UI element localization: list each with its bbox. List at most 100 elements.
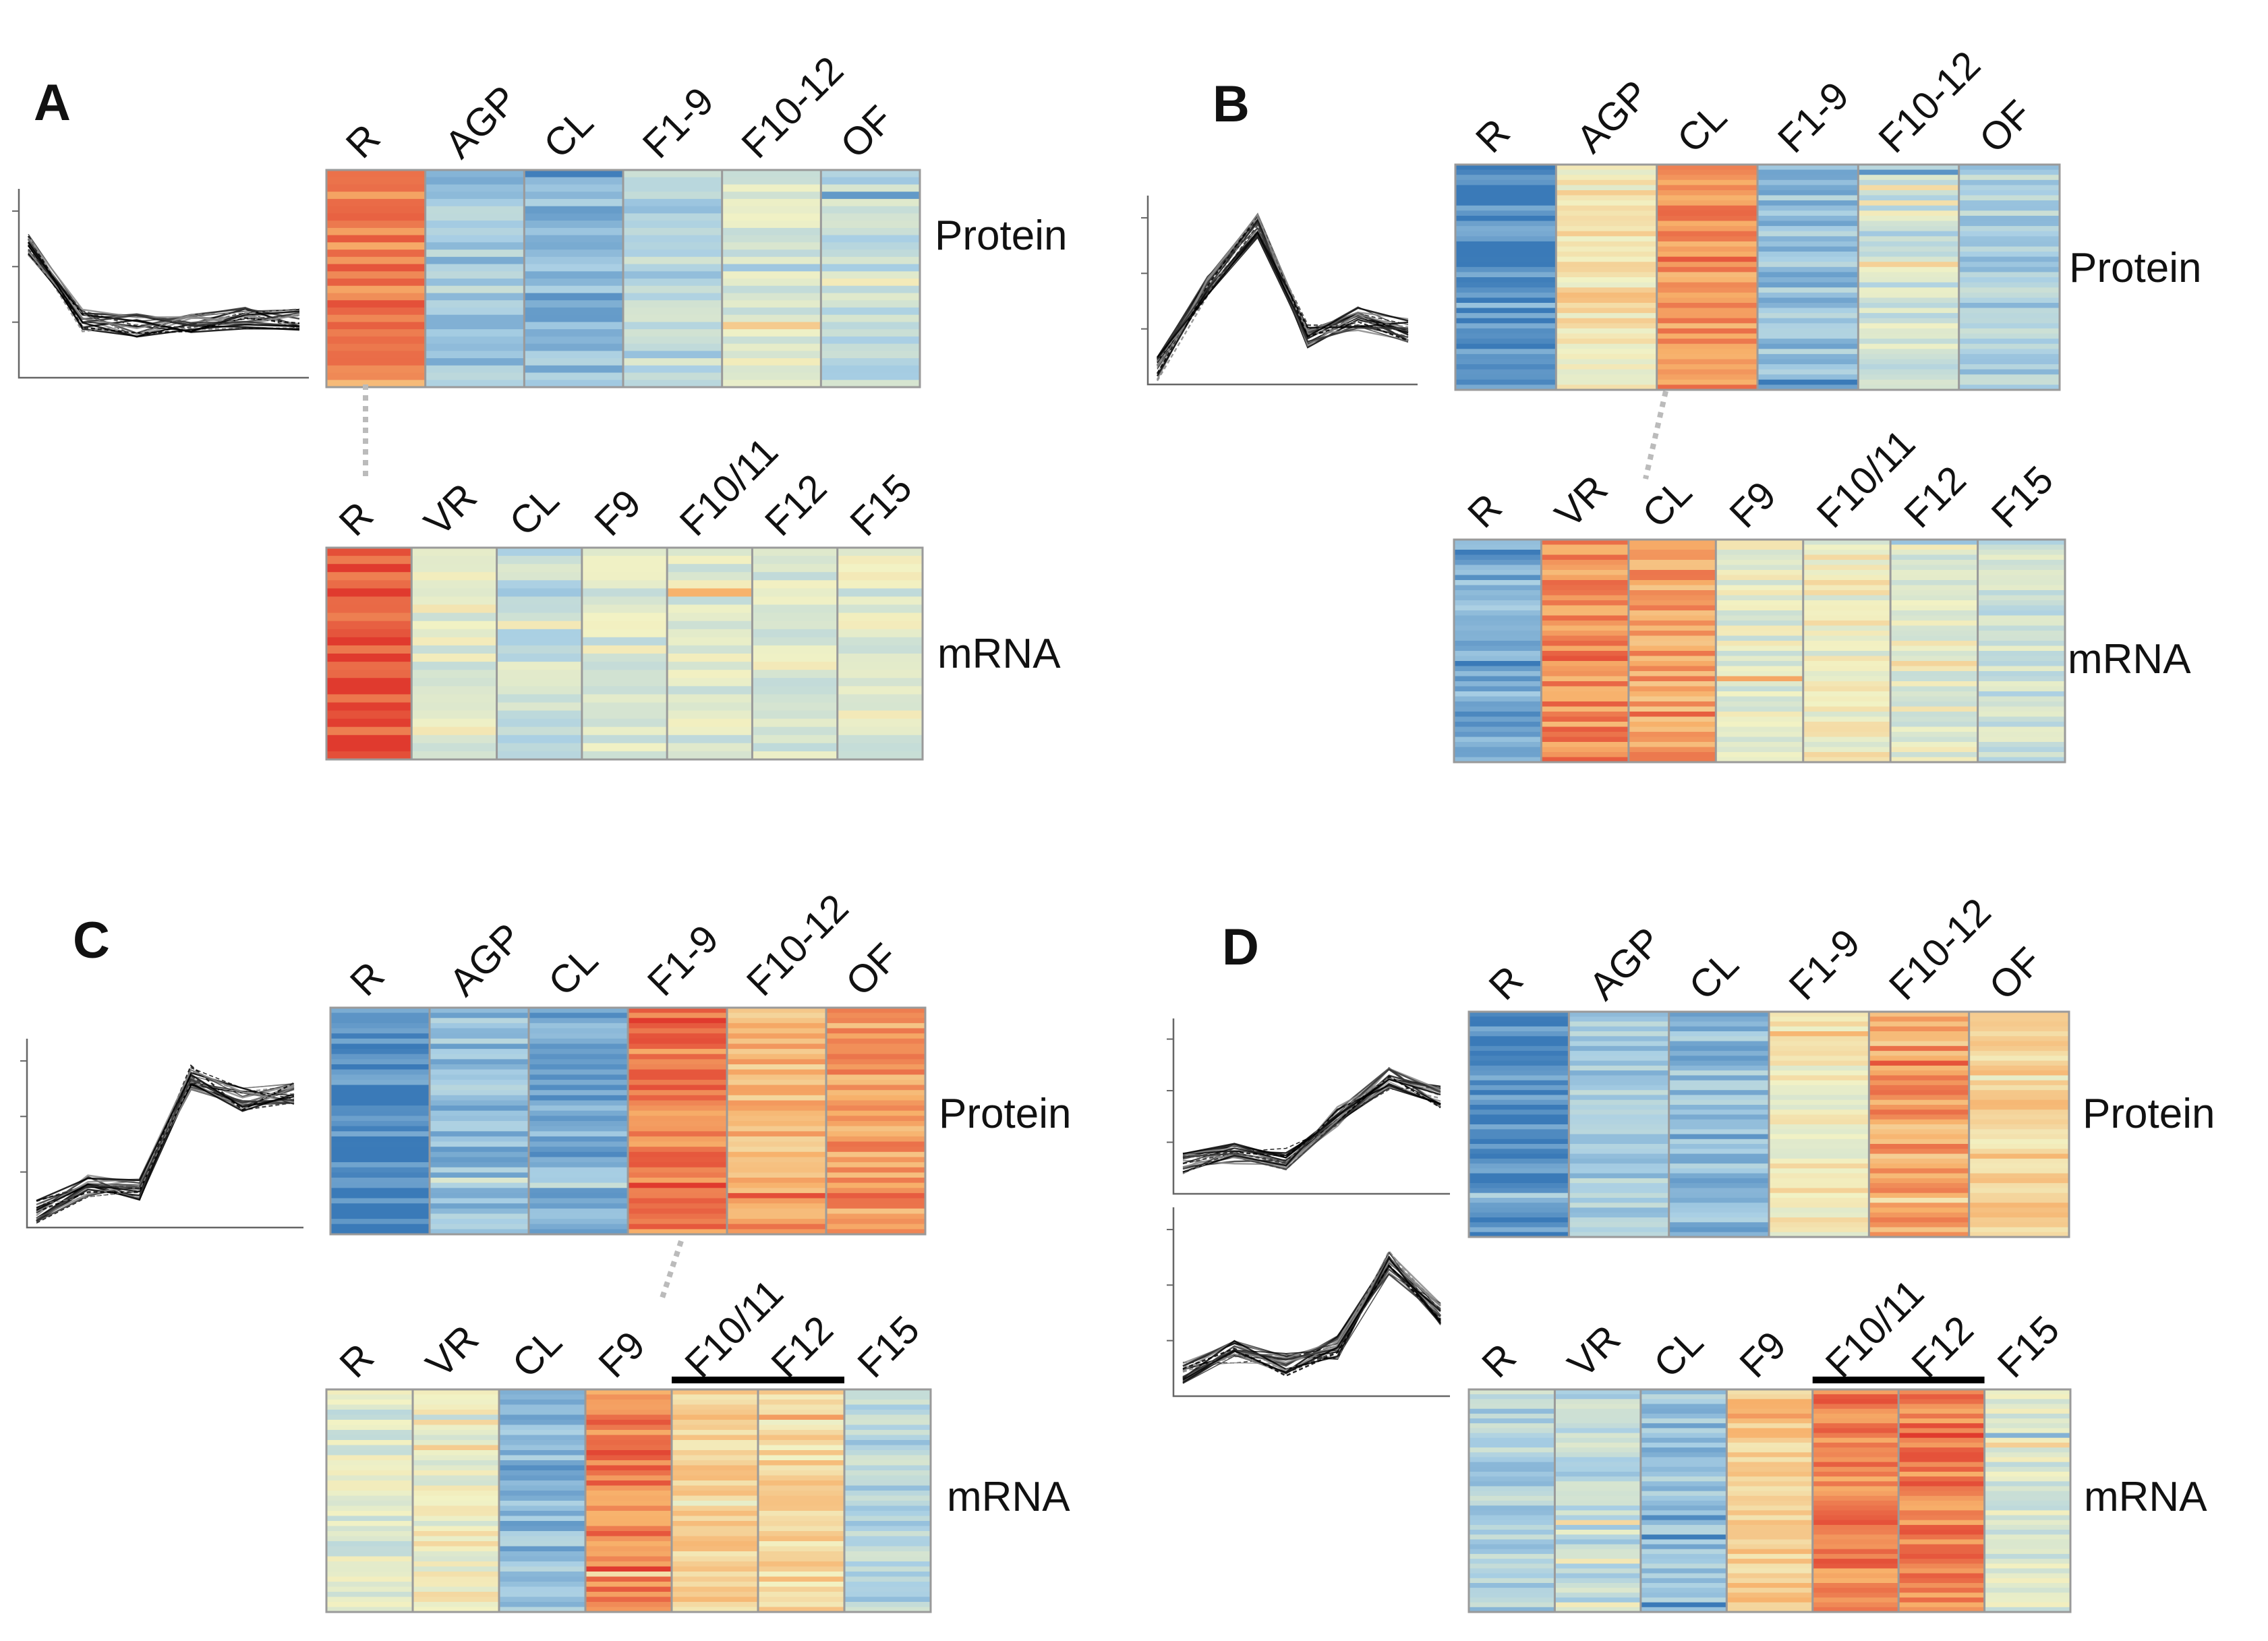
mrna-heatmap-cell xyxy=(1640,1447,1727,1453)
mrna-column-label: CL xyxy=(1634,470,1700,536)
protein-column-label: AGP xyxy=(441,915,531,1005)
protein-heatmap-cell xyxy=(430,1059,529,1065)
mrna-heatmap-cell xyxy=(585,1465,672,1471)
protein-heatmap-cell xyxy=(1668,1153,1770,1159)
mrna-heatmap-cell xyxy=(1977,747,2066,753)
mrna-heatmap-cell xyxy=(1890,752,1979,758)
mrna-heatmap-cell xyxy=(1716,722,1804,728)
protein-heatmap-cell xyxy=(1757,308,1859,314)
mrna-heatmap-cell xyxy=(1628,600,1716,606)
mrna-heatmap-cell xyxy=(1803,580,1891,586)
mrna-heatmap-cell xyxy=(413,1531,500,1537)
protein-heatmap-cell xyxy=(628,1110,728,1116)
mrna-heatmap-cell xyxy=(1803,732,1891,738)
protein-heatmap-cell xyxy=(826,1223,926,1230)
mrna-heatmap-cell xyxy=(1984,1520,2071,1526)
mrna-heatmap-cell xyxy=(496,702,583,712)
protein-heatmap-cell xyxy=(1858,374,1960,380)
protein-heatmap-cell xyxy=(1858,210,1960,217)
protein-heatmap-cell xyxy=(1958,185,2060,191)
protein-heatmap-cell xyxy=(727,1151,827,1157)
mrna-heatmap-cell xyxy=(1628,716,1716,722)
mrna-heatmap-cell xyxy=(1628,747,1716,753)
protein-heatmap-cell xyxy=(529,1208,629,1214)
protein-heatmap-cell xyxy=(1757,333,1859,339)
protein-heatmap-cell xyxy=(1569,1222,1670,1228)
protein-heatmap-cell xyxy=(1869,1139,1970,1145)
mrna-heatmap-cell xyxy=(1640,1520,1727,1526)
mrna-heatmap-cell xyxy=(411,604,498,614)
protein-heatmap-cell xyxy=(826,1121,926,1127)
mrna-heatmap-cell xyxy=(1716,554,1804,560)
protein-heatmap-cell xyxy=(529,1188,629,1194)
protein-heatmap-cell xyxy=(1757,246,1859,252)
mrna-heatmap-cell xyxy=(1984,1510,2071,1516)
profile-line xyxy=(1182,1085,1441,1163)
protein-heatmap-cell xyxy=(529,1049,629,1055)
protein-heatmap-cell xyxy=(1656,256,1758,262)
protein-heatmap-cell xyxy=(1869,1085,1970,1091)
protein-heatmap-cell xyxy=(1869,1158,1970,1164)
mrna-heatmap-cell xyxy=(1454,544,1542,550)
protein-heatmap-cell xyxy=(1668,1129,1770,1135)
mrna-heatmap-cell xyxy=(1812,1607,1899,1613)
protein-heatmap-cell xyxy=(722,256,821,265)
mrna-heatmap-cell xyxy=(1898,1501,1985,1506)
protein-heatmap-cell xyxy=(1969,1173,2070,1179)
protein-heatmap-cell xyxy=(1569,1070,1670,1076)
mrna-heatmap-cell xyxy=(1812,1394,1899,1400)
mrna-heatmap-cell xyxy=(1898,1524,1985,1530)
protein-heatmap-cell xyxy=(1858,236,1960,242)
mrna-heatmap-cell xyxy=(1898,1437,1985,1443)
mrna-heatmap-cell xyxy=(1554,1583,1641,1588)
mrna-heatmap-cell xyxy=(1984,1592,2071,1599)
protein-heatmap-cell xyxy=(1969,1110,2070,1116)
protein-heatmap-cell xyxy=(1869,1105,1970,1110)
protein-column-label: F10-12 xyxy=(738,886,857,1004)
protein-heatmap-cell xyxy=(722,242,821,250)
mrna-heatmap-cell xyxy=(1726,1505,1813,1511)
protein-heatmap-cell xyxy=(826,1141,926,1147)
mrna-heatmap-cell xyxy=(1716,712,1804,718)
protein-heatmap-cell xyxy=(1769,1192,1869,1199)
protein-heatmap-cell xyxy=(326,285,426,293)
protein-heatmap-cell xyxy=(1757,195,1859,201)
protein-heatmap-cell xyxy=(1969,1012,2070,1017)
mrna-heatmap-cell xyxy=(1628,595,1716,601)
mrna-heatmap-cell xyxy=(1541,580,1629,586)
mrna-heatmap-cell xyxy=(1640,1399,1727,1405)
mrna-heatmap-cell xyxy=(1541,635,1629,641)
protein-heatmap-cell xyxy=(1958,200,2060,206)
protein-heatmap-cell xyxy=(826,1188,926,1194)
mrna-heatmap-cell xyxy=(672,1404,759,1410)
mrna-heatmap-cell xyxy=(1628,554,1716,560)
protein-heatmap-cell xyxy=(430,1208,529,1214)
mrna-heatmap-cell xyxy=(499,1602,586,1608)
protein-heatmap-cell xyxy=(1958,384,2060,391)
protein-heatmap-cell xyxy=(1958,349,2060,355)
protein-heatmap-cell xyxy=(1769,1012,1869,1017)
mrna-heatmap-cell xyxy=(1890,590,1979,596)
mrna-heatmap-cell xyxy=(667,694,753,703)
mrna-heatmap-cell xyxy=(1726,1520,1813,1526)
protein-heatmap-cell xyxy=(628,1100,728,1106)
mrna-heatmap-cell xyxy=(496,710,583,720)
protein-heatmap-cell xyxy=(1569,1134,1670,1140)
mrna-heatmap-cell xyxy=(1469,1486,1555,1492)
mrna-heatmap-cell xyxy=(1469,1495,1555,1501)
protein-heatmap-cell xyxy=(1455,169,1557,175)
mrna-heatmap-cell xyxy=(1628,671,1716,677)
protein-heatmap-cell xyxy=(826,1219,926,1225)
mrna-heatmap-cell xyxy=(326,1460,413,1466)
mrna-heatmap-cell xyxy=(1977,645,2066,652)
protein-heatmap-cell xyxy=(1556,333,1658,339)
protein-heatmap-cell xyxy=(722,227,821,236)
mrna-heatmap-cell xyxy=(326,1576,413,1582)
protein-heatmap-cell xyxy=(1656,277,1758,283)
mrna-heatmap-cell xyxy=(1898,1602,1985,1608)
protein-heatmap-cell xyxy=(826,1116,926,1122)
protein-heatmap-cell xyxy=(1556,241,1658,248)
mrna-heatmap-cell xyxy=(672,1460,759,1466)
mrna-heatmap-cell xyxy=(413,1495,500,1501)
mrna-heatmap-cell xyxy=(752,718,838,728)
